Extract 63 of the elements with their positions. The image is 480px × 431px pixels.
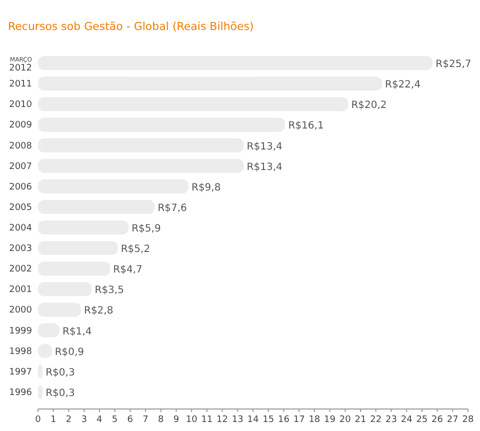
y-tick-label: 2010 — [9, 100, 32, 110]
x-tick-label: 25 — [416, 415, 428, 425]
y-tick-label: 2007 — [9, 162, 32, 172]
x-tick-label: 22 — [370, 415, 382, 425]
x-tick-label: 10 — [186, 415, 198, 425]
data-label: R$0,3 — [46, 367, 75, 378]
data-label: R$9,8 — [192, 182, 221, 194]
x-tick-label: 27 — [446, 415, 458, 425]
x-tick-label: 11 — [201, 415, 213, 425]
x-tick-label: 12 — [216, 415, 228, 425]
y-tick-label: 1999 — [9, 326, 32, 336]
x-tick-label: 2 — [66, 415, 72, 425]
x-tick-label: 1 — [50, 415, 56, 425]
y-tick-label: 2006 — [9, 182, 32, 192]
data-label: R$2,8 — [84, 306, 114, 317]
x-tick-label: 8 — [158, 415, 164, 425]
x-tick-label: 24 — [400, 415, 413, 425]
x-tick-label: 21 — [354, 415, 366, 425]
x-tick-label: 14 — [247, 415, 259, 425]
y-tick-label: 2011 — [9, 80, 32, 90]
y-tick-label: 1997 — [9, 367, 32, 378]
x-tick-label: 5 — [112, 415, 118, 425]
x-tick-label: 13 — [232, 415, 244, 425]
y-tick-label: 2005 — [9, 202, 32, 213]
chart-subtitle: Recursos sob Gestão - Global (Reais Bilhões) — [8, 20, 254, 33]
x-tick-label: 23 — [385, 415, 397, 425]
y-tick-label: 2001 — [9, 285, 32, 296]
y-tick-label: 2003 — [9, 244, 32, 254]
x-tick-label: 19 — [324, 415, 336, 425]
data-label: R$20,2 — [351, 100, 387, 112]
y-tick-label: 1998 — [9, 346, 32, 357]
data-label: R$7,6 — [158, 202, 187, 214]
x-tick-label: 28 — [462, 415, 474, 425]
y-tick-label: 2009 — [9, 120, 32, 131]
data-label: R$16,1 — [288, 120, 324, 132]
data-label: R$25,7 — [436, 59, 472, 70]
data-label: R$22,4 — [385, 80, 421, 91]
data-label: R$5,2 — [120, 244, 150, 256]
x-tick-label: 9 — [173, 415, 180, 425]
data-label: R$0,9 — [54, 346, 84, 358]
y-tick-label: 1996 — [9, 388, 32, 398]
x-tick-label: 6 — [127, 415, 134, 425]
data-label: R$0,3 — [46, 388, 75, 399]
data-label: R$13,4 — [246, 141, 282, 152]
data-label: R$1,4 — [62, 326, 92, 338]
x-tick-label: 20 — [339, 415, 352, 425]
y-tick-label: 2004 — [9, 224, 32, 234]
x-tick-label: 15 — [262, 415, 274, 425]
data-label: R$5,9 — [132, 224, 161, 234]
x-tick-label: 26 — [432, 415, 444, 425]
x-tick-label: 16 — [278, 415, 290, 425]
y-tick-label: 2002 — [9, 264, 32, 275]
x-tick-label: 7 — [142, 415, 148, 425]
y-tick-label: 2000 — [9, 306, 32, 316]
x-tick-label: 18 — [308, 415, 320, 425]
data-label: R$4,7 — [113, 264, 142, 276]
y-tick-label: 2008 — [9, 141, 32, 152]
x-tick-label: 4 — [96, 415, 103, 425]
x-tick-label: 3 — [81, 415, 87, 425]
data-label: R$13,4 — [246, 162, 282, 173]
x-tick-label: 17 — [293, 415, 305, 425]
data-label: R$3,5 — [94, 285, 124, 296]
x-tick-label: 0 — [35, 415, 42, 425]
